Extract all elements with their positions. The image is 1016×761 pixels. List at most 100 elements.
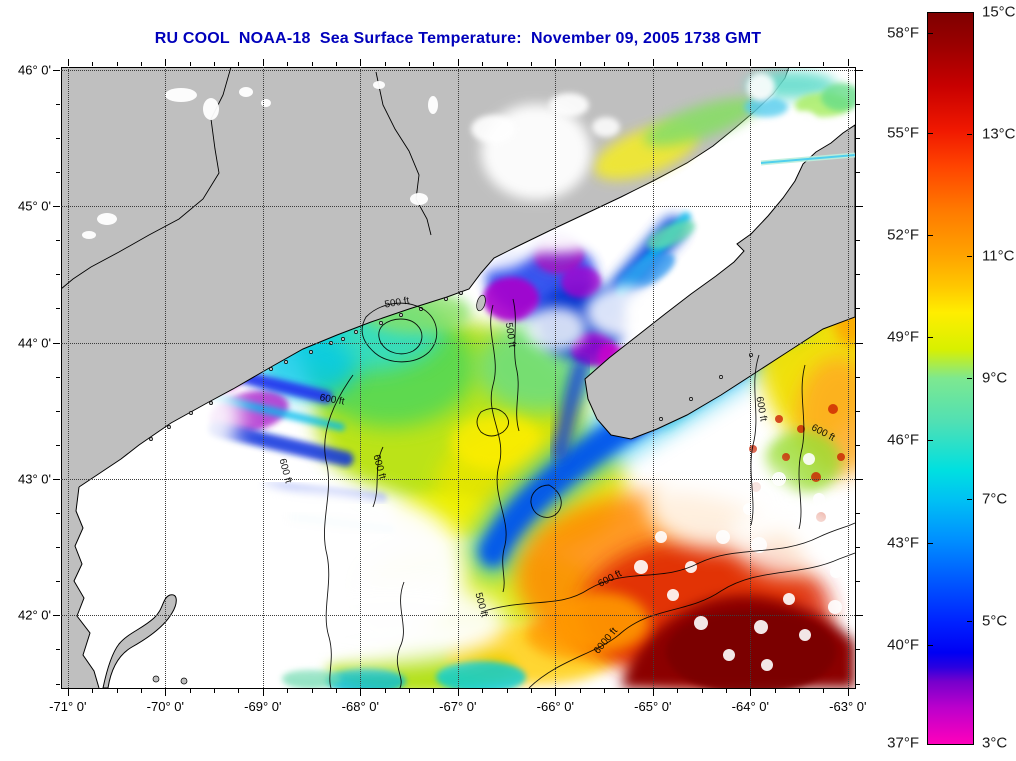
x-tick-major <box>67 689 69 696</box>
x-tick-major <box>262 59 264 66</box>
x-tick-minor <box>140 62 142 66</box>
y-tick-minor <box>56 172 60 174</box>
colorbar-f-tick <box>928 645 933 647</box>
x-tick-minor <box>311 689 313 693</box>
y-tick-label: 44° 0' <box>18 335 51 351</box>
colorbar-f-tick <box>928 439 933 441</box>
nova-scotia-land <box>584 124 855 440</box>
y-tick-minor <box>56 274 60 276</box>
colorbar-fahrenheit-label: 40°F <box>887 636 919 654</box>
y-tick-major <box>53 342 60 344</box>
y-tick-label: 46° 0' <box>18 62 51 78</box>
y-tick-minor <box>856 240 860 242</box>
y-tick-major <box>856 615 863 617</box>
x-tick-label: -67° 0' <box>439 699 477 714</box>
y-tick-minor <box>856 172 860 174</box>
x-tick-minor <box>214 689 216 693</box>
map-image <box>61 67 855 688</box>
colorbar-f-tick <box>928 133 933 135</box>
y-tick-minor <box>856 103 860 105</box>
colorbar-f-tick <box>928 542 933 544</box>
colorbar-c-tick <box>967 499 972 501</box>
y-tick-major <box>856 342 863 344</box>
x-tick-minor <box>530 62 532 66</box>
colorbar-fahrenheit-label: 43°F <box>887 534 919 552</box>
x-tick-minor <box>189 62 191 66</box>
colorbar-celsius-label: 15°C <box>982 3 1016 21</box>
x-tick-minor <box>238 62 240 66</box>
y-tick-minor <box>56 581 60 583</box>
x-tick-minor <box>579 62 581 66</box>
x-tick-minor <box>92 62 94 66</box>
y-tick-label: 43° 0' <box>18 471 51 487</box>
x-tick-label: -66° 0' <box>536 699 574 714</box>
x-tick-major <box>847 59 849 66</box>
y-tick-minor <box>856 513 860 515</box>
colorbar-celsius-label: 11°C <box>982 247 1015 265</box>
y-tick-major <box>53 206 60 208</box>
x-tick-minor <box>774 689 776 693</box>
x-tick-minor <box>214 62 216 66</box>
x-tick-minor <box>506 62 508 66</box>
x-tick-major <box>847 689 849 696</box>
y-tick-minor <box>856 581 860 583</box>
x-tick-minor <box>506 689 508 693</box>
colorbar-fahrenheit-label: 58°F <box>887 24 919 42</box>
x-tick-minor <box>725 62 727 66</box>
y-tick-minor <box>856 308 860 310</box>
y-tick-major <box>856 206 863 208</box>
x-tick-minor <box>311 62 313 66</box>
coastline <box>73 67 790 688</box>
x-tick-label: -68° 0' <box>341 699 379 714</box>
colorbar-c-tick <box>967 133 972 135</box>
x-tick-minor <box>335 689 337 693</box>
x-tick-minor <box>677 689 679 693</box>
y-tick-minor <box>56 547 60 549</box>
y-tick-minor <box>56 103 60 105</box>
y-tick-minor <box>56 649 60 651</box>
x-tick-minor <box>799 62 801 66</box>
y-tick-minor <box>856 274 860 276</box>
x-tick-label: -65° 0' <box>634 699 672 714</box>
x-tick-minor <box>116 689 118 693</box>
x-tick-minor <box>823 689 825 693</box>
x-tick-minor <box>116 62 118 66</box>
y-tick-minor <box>856 683 860 685</box>
y-tick-major <box>53 615 60 617</box>
y-tick-minor <box>56 376 60 378</box>
northeast-water <box>593 71 855 180</box>
colorbar-f-tick <box>928 336 933 338</box>
x-tick-minor <box>579 689 581 693</box>
land-cloud-layer <box>82 81 806 522</box>
x-tick-minor <box>701 62 703 66</box>
y-tick-major <box>856 478 863 480</box>
x-tick-minor <box>335 62 337 66</box>
x-tick-major <box>360 689 362 696</box>
x-tick-minor <box>189 689 191 693</box>
contour-layer <box>324 298 855 688</box>
x-tick-major <box>555 59 557 66</box>
x-tick-major <box>262 689 264 696</box>
x-tick-major <box>750 689 752 696</box>
colorbar-celsius-label: 5°C <box>982 612 1008 630</box>
x-tick-label: -70° 0' <box>146 699 184 714</box>
x-tick-minor <box>287 62 289 66</box>
colorbar-celsius-label: 13°C <box>982 125 1016 143</box>
y-tick-minor <box>856 137 860 139</box>
x-tick-minor <box>433 62 435 66</box>
x-tick-minor <box>677 62 679 66</box>
colorbar-fahrenheit-label: 52°F <box>887 226 919 244</box>
x-tick-minor <box>482 689 484 693</box>
x-tick-major <box>165 689 167 696</box>
colorbar-fahrenheit-label: 49°F <box>887 328 919 346</box>
colorbar-c-tick <box>967 255 972 257</box>
x-tick-minor <box>238 689 240 693</box>
colorbar-fahrenheit-label: 37°F <box>887 734 919 752</box>
x-tick-minor <box>482 62 484 66</box>
y-tick-minor <box>56 513 60 515</box>
y-tick-minor <box>56 410 60 412</box>
x-tick-major <box>67 59 69 66</box>
x-tick-minor <box>604 689 606 693</box>
y-tick-minor <box>56 240 60 242</box>
